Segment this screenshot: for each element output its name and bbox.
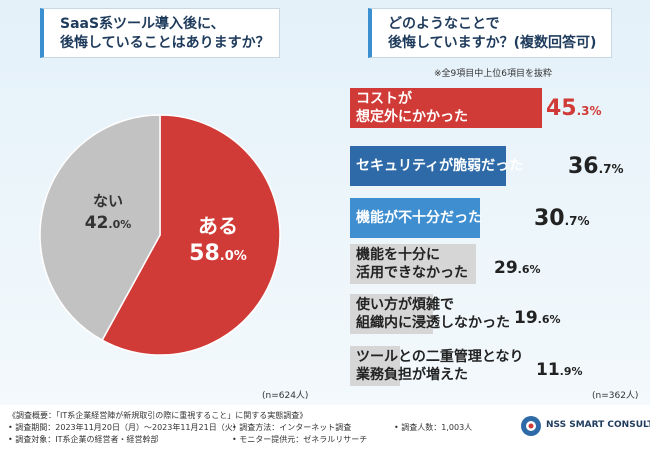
bar-2: [350, 146, 506, 186]
bar-label-5: 使い方が煩雑で組織内に浸透しなかった: [356, 296, 510, 332]
bar-label-2-line-1: セキュリティが脆弱だった: [356, 158, 524, 174]
pie-n-label: (n=624人): [262, 391, 309, 401]
bar-label-1: コストが想定外にかかった: [356, 90, 468, 126]
pie-label-yes: ある 58.0%: [168, 210, 268, 266]
pie-value-no-int: 42: [84, 213, 109, 233]
bar-label-4-line-1: 機能を十分に: [356, 247, 440, 263]
bar-4: [350, 244, 476, 284]
bar-value-2-int: 36: [568, 154, 599, 179]
bar-label-5-line-2: 組織内に浸透しなかった: [356, 315, 510, 331]
bar-6: [350, 346, 400, 386]
bar-n-label: (n=362人): [592, 391, 639, 401]
bar-value-5-dec: .6%: [537, 313, 561, 326]
bar-value-6-dec: .9%: [559, 365, 583, 378]
left-question-line2: 後悔していることはありますか？: [60, 35, 270, 51]
left-question-header: SaaS系ツール導入後に、 後悔していることはありますか？: [40, 8, 280, 58]
bar-5: [350, 294, 433, 334]
footer-period: • 調査期間：2023年11月20日（月）〜2023年11月21日（火）: [8, 423, 241, 432]
bar-label-6: ツールとの二重管理となり 業務負担が増えた: [356, 348, 523, 384]
bar-value-4: 29.6%: [494, 258, 541, 278]
pie-chart: [39, 114, 281, 356]
bar-value-3: 30.7%: [534, 206, 590, 231]
pie-slice-no: [39, 114, 161, 342]
bar-label-5-line-1: 使い方が煩雑で: [356, 297, 454, 313]
bar-label-6-line-1: ツールとの二重管理となり: [356, 349, 524, 365]
pie-label-no-text: ない: [92, 192, 123, 210]
right-note: ※全9項目中上位6項目を抜粋: [434, 69, 552, 79]
bar-value-6: 11.9%: [536, 360, 583, 380]
right-question-header: どのようなことで 後悔していますか？(複数回答可): [368, 8, 612, 58]
bar-label-1-line-1: コストが: [356, 91, 412, 107]
bar-label-3: 機能が不十分だった: [356, 209, 482, 227]
bar-value-1-int: 45: [546, 96, 577, 121]
footer-target: • 調査対象：IT系企業の経営者・経営幹部: [8, 435, 159, 444]
pie-value-yes-int: 58: [189, 241, 220, 266]
logo-text: NSS SMART CONSULTING: [546, 420, 650, 430]
right-question-line2: 後悔していますか？(複数回答可): [388, 35, 597, 51]
footer-monitor: • モニター提供元：ゼネラルリサーチ: [232, 435, 368, 444]
pie-label-yes-text: ある: [198, 214, 238, 238]
bar-label-4: 機能を十分に活用できなかった: [356, 246, 468, 282]
bar-value-4-int: 29: [494, 258, 518, 278]
bar-value-3-dec: .7%: [564, 214, 590, 228]
bar-value-6-int: 11: [536, 360, 560, 380]
bar-value-1: 45.3%: [546, 96, 602, 121]
bar-value-3-int: 30: [534, 206, 565, 231]
pie-slice-yes: [101, 114, 281, 356]
footer-count: • 調査人数：1,003人: [394, 423, 473, 432]
footer: [0, 405, 650, 450]
bar-value-2: 36.7%: [568, 154, 624, 179]
logo-mark-icon: [521, 416, 541, 436]
left-question-line1: SaaS系ツール導入後に、: [60, 16, 225, 32]
pie-label-no: ない 42.0%: [68, 190, 148, 233]
bar-label-2: セキュリティが脆弱だった: [356, 157, 523, 175]
bar-label-1-line-2: 想定外にかかった: [356, 109, 468, 125]
right-question-line1: どのようなことで: [388, 16, 500, 32]
bar-value-2-dec: .7%: [598, 162, 624, 176]
bar-value-4-dec: .6%: [517, 263, 541, 276]
bar-label-6-line-2: 業務負担が増えた: [356, 367, 468, 383]
bar-label-3-line-1: 機能が不十分だった: [356, 210, 482, 226]
bar-3: [350, 198, 480, 238]
footer-method: • 調査方法：インターネット調査: [232, 423, 352, 432]
footer-survey-title: 《調査概要：「IT系企業経営陣が新規取引の際に重視すること」に関する実態調査》: [8, 411, 308, 420]
pie-value-yes-dec: .0%: [219, 249, 247, 264]
bar-1: [350, 88, 542, 128]
bar-value-5: 19.6%: [514, 308, 561, 328]
bar-label-4-line-2: 活用できなかった: [356, 265, 468, 281]
bar-value-5-int: 19: [514, 308, 538, 328]
bar-value-1-dec: .3%: [576, 104, 602, 118]
nss-logo: NSS SMART CONSULTING: [520, 414, 650, 438]
pie-value-no-dec: .0%: [108, 218, 132, 231]
